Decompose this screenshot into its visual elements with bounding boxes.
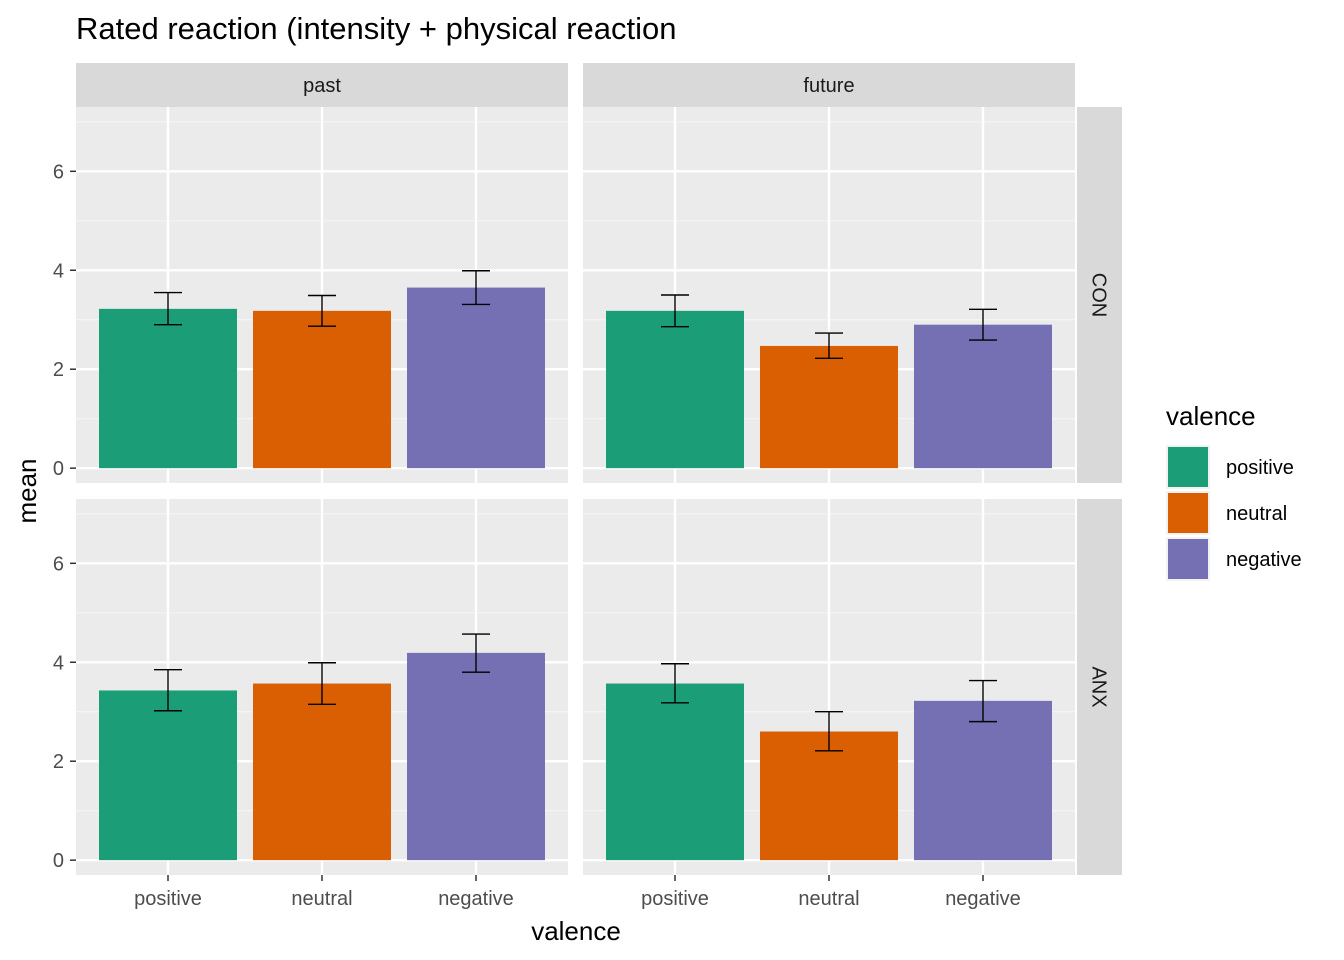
facet-strip-label-future: future [803, 75, 854, 97]
legend-swatch-neutral [1168, 493, 1208, 533]
bar-neutral [253, 310, 391, 469]
bar-negative [407, 287, 545, 469]
error-bar-neutral [815, 332, 843, 360]
legend: valence positive neutral negative [1166, 401, 1302, 581]
y-axis-title: mean [12, 458, 42, 523]
y-tick-label: 0 [53, 458, 64, 480]
legend-label-neutral: neutral [1226, 503, 1287, 525]
y-tick-label: 6 [53, 161, 64, 183]
error-bar-negative [462, 270, 490, 306]
x-tick-label-negative: negative [945, 888, 1021, 910]
bar-neutral [760, 731, 898, 861]
error-bar-negative [969, 308, 997, 341]
error-bar-neutral [308, 662, 336, 706]
bar-negative [914, 324, 1052, 469]
facet-strip-ANX [1077, 499, 1122, 875]
bar-positive [606, 683, 744, 861]
facet-strip-label-CON: CON [1088, 273, 1110, 317]
x-tick-label-neutral: neutral [798, 888, 859, 910]
x-axis: positive neutral negative positive neutral ne… [134, 875, 1021, 910]
facet-strips: past future CON ANX [76, 63, 1122, 875]
panel-past-CON [76, 107, 568, 483]
bar-neutral [760, 345, 898, 469]
error-bar-positive [154, 291, 182, 326]
facet-strip-label-past: past [303, 75, 341, 97]
bar-positive [99, 690, 237, 861]
facet-strip-past [76, 63, 568, 107]
facet-strip-label-ANX: ANX [1088, 666, 1110, 707]
y-tick-label: 2 [53, 751, 64, 773]
error-bar-neutral [815, 711, 843, 752]
error-bar-positive [661, 663, 689, 704]
bar-neutral [253, 683, 391, 861]
y-tick-label: 0 [53, 850, 64, 872]
facet-strip-CON [1077, 107, 1122, 483]
x-tick-label-positive: positive [134, 888, 202, 910]
legend-swatch-positive [1168, 447, 1208, 487]
bar-negative [407, 652, 545, 861]
panel-past-ANX [76, 499, 568, 875]
y-tick-label: 2 [53, 359, 64, 381]
bar-negative [914, 700, 1052, 861]
error-bar-neutral [308, 294, 336, 327]
facet-strip-future [583, 63, 1075, 107]
panel-future-ANX [583, 499, 1075, 875]
error-bar-positive [661, 294, 689, 328]
y-tick-label: 4 [53, 652, 64, 674]
error-bar-negative [462, 633, 490, 673]
legend-title: valence [1166, 401, 1256, 431]
error-bar-negative [969, 679, 997, 723]
x-axis-title: valence [531, 916, 621, 946]
bar-positive [606, 310, 744, 469]
legend-swatch-negative [1168, 539, 1208, 579]
x-tick-label-negative: negative [438, 888, 514, 910]
y-axes: 0 2 4 6 0 2 4 6 [53, 161, 76, 872]
y-tick-label: 4 [53, 260, 64, 282]
legend-label-negative: negative [1226, 549, 1302, 571]
facet-panels [76, 107, 1075, 875]
error-bar-positive [154, 668, 182, 712]
chart-title: Rated reaction (intensity + physical rea… [76, 11, 677, 46]
x-tick-label-positive: positive [641, 888, 709, 910]
panel-future-CON [583, 107, 1075, 483]
bar-positive [99, 308, 237, 469]
x-tick-label-neutral: neutral [291, 888, 352, 910]
y-tick-label: 6 [53, 553, 64, 575]
legend-label-positive: positive [1226, 457, 1294, 479]
legend-items: positive neutral negative [1166, 445, 1302, 581]
